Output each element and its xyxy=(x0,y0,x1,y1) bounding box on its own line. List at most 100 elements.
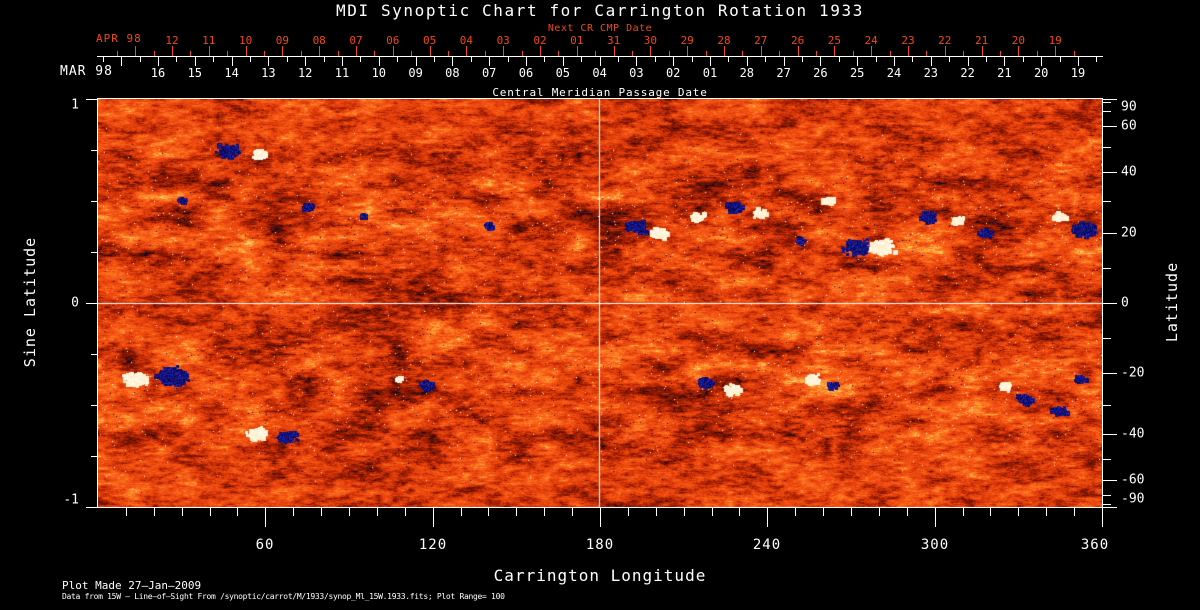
right-axis-label: -40 xyxy=(1121,426,1145,442)
next-cr-tick xyxy=(319,46,320,56)
next-cr-tick xyxy=(190,51,191,56)
bottom-axis-label: 360 xyxy=(1080,537,1110,553)
next-cr-tick xyxy=(227,51,228,56)
cmp-date-tick xyxy=(931,57,932,66)
cmp-date-tick xyxy=(618,57,619,62)
bottom-axis-title: Carrington Longitude xyxy=(493,566,707,585)
next-cr-day-label: 27 xyxy=(754,34,768,47)
cmp-date-tick xyxy=(857,57,858,66)
cmp-day-label: 03 xyxy=(629,66,644,80)
cmp-date-tick xyxy=(1041,57,1042,66)
next-cr-day-label: 05 xyxy=(422,34,437,47)
cmp-date-tick xyxy=(912,57,913,62)
cmp-date-tick xyxy=(121,57,122,66)
next-cr-tick xyxy=(724,46,725,56)
cmp-date-tick xyxy=(655,57,656,62)
cmp-date-tick xyxy=(1023,57,1024,62)
next-cr-tick xyxy=(282,46,283,56)
bottom-axis-label: 60 xyxy=(255,537,275,553)
bottom-axis-minor-tick xyxy=(321,508,322,516)
next-cr-day-label: 23 xyxy=(901,34,915,47)
left-axis-minor-tick xyxy=(91,252,98,253)
next-cr-tick xyxy=(577,46,578,56)
cmp-day-label: 15 xyxy=(187,66,203,80)
right-axis-major-tick xyxy=(1103,233,1117,234)
left-axis-minor-tick xyxy=(91,354,98,355)
bottom-axis-minor-tick xyxy=(210,508,211,516)
left-axis-minor-tick xyxy=(91,201,98,202)
next-cr-day-label: 03 xyxy=(496,34,510,47)
bottom-axis-minor-tick xyxy=(572,508,573,516)
next-cr-tick xyxy=(761,46,762,56)
cmp-date-tick xyxy=(820,57,821,66)
bottom-axis-minor-tick xyxy=(990,508,991,516)
cmp-date-tick xyxy=(489,57,490,66)
bottom-axis-minor-tick xyxy=(126,508,127,516)
next-cr-day-label: 30 xyxy=(643,34,658,47)
bottom-axis-minor-tick xyxy=(1074,508,1075,516)
bottom-axis-minor-tick xyxy=(907,508,908,516)
cmp-date-tick xyxy=(949,57,950,62)
cmp-date-tick xyxy=(692,57,693,62)
cmp-date-tick xyxy=(103,57,104,62)
cmp-date-tick xyxy=(673,57,674,66)
cmp-date-tick xyxy=(268,57,269,66)
cmp-date-tick xyxy=(636,57,637,66)
next-cr-tick xyxy=(503,46,504,56)
right-axis-minor-tick xyxy=(1103,459,1111,460)
next-cr-tick xyxy=(393,46,394,56)
bottom-axis-label: 300 xyxy=(920,537,950,553)
next-cr-day-label: 02 xyxy=(533,34,547,47)
bottom-axis-minor-tick xyxy=(544,508,545,516)
right-axis-label: 90 xyxy=(1121,99,1137,115)
cmp-date-tick xyxy=(1078,57,1079,66)
cmp-date-tick xyxy=(176,57,177,62)
bottom-axis-minor-tick xyxy=(516,508,517,516)
cmp-date-tick xyxy=(581,57,582,62)
next-cr-tick xyxy=(669,51,670,56)
next-cr-day-label: 19 xyxy=(1048,34,1062,47)
cmp-date-tick xyxy=(452,57,453,66)
bottom-axis-label: 120 xyxy=(418,537,448,553)
cmp-date-tick xyxy=(876,57,877,62)
bottom-axis-minor-tick xyxy=(377,508,378,516)
next-cr-day-label: 12 xyxy=(165,34,179,47)
cmp-date-tick xyxy=(1004,57,1005,66)
cmp-day-label: 14 xyxy=(224,66,239,80)
cmp-date-tick xyxy=(287,57,288,62)
bottom-axis-minor-tick xyxy=(154,508,155,516)
right-axis-minor-tick xyxy=(1103,405,1111,406)
next-cr-tick xyxy=(1018,46,1019,56)
next-cr-day-label: 10 xyxy=(238,34,253,47)
next-cr-day-label: 08 xyxy=(312,34,326,47)
next-cr-tick xyxy=(1037,51,1038,56)
bottom-axis-minor-tick xyxy=(1046,508,1047,516)
cmp-day-label: 05 xyxy=(555,66,571,80)
bottom-axis-minor-tick xyxy=(963,508,964,516)
cmp-date-tick xyxy=(305,57,306,66)
next-cr-day-label: 31 xyxy=(606,34,621,47)
magnetogram-canvas xyxy=(98,99,1102,507)
next-cr-tick xyxy=(246,46,247,56)
cmp-date-tick xyxy=(1060,57,1061,62)
next-cr-day-label: 26 xyxy=(790,34,805,47)
next-cr-tick xyxy=(908,46,909,56)
cmp-date-tick xyxy=(250,57,251,62)
next-cr-tick xyxy=(706,51,707,56)
bottom-axis-major-tick xyxy=(265,508,266,527)
cmp-day-label: 07 xyxy=(481,66,497,80)
next-cr-day-label: 09 xyxy=(275,34,290,47)
cmp-date-tick xyxy=(765,57,766,62)
next-cr-tick xyxy=(448,51,449,56)
right-axis-major-tick xyxy=(1103,373,1117,374)
next-cr-day-label: 01 xyxy=(570,34,584,47)
left-axis-major-tick xyxy=(86,99,98,100)
next-cr-tick xyxy=(135,46,136,56)
left-axis-title: Sine Latitude xyxy=(21,236,39,368)
right-axis-major-tick xyxy=(1103,434,1117,435)
cmp-day-label: 09 xyxy=(408,66,423,80)
next-cr-tick xyxy=(963,51,964,56)
next-cr-tick xyxy=(411,51,412,56)
cmp-date-tick xyxy=(894,57,895,66)
right-axis-minor-tick xyxy=(1103,268,1111,269)
